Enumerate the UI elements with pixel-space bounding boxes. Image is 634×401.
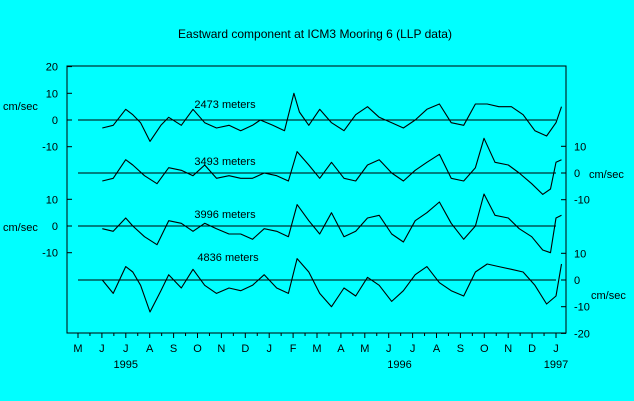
y-tick-label: -20 [574, 328, 590, 340]
year-label: 1997 [544, 359, 568, 371]
y-tick-label: 10 [46, 88, 58, 100]
series-line [102, 92, 563, 142]
series-label: 2473 meters [194, 99, 256, 111]
series-label: 4836 meters [197, 252, 259, 264]
x-tick-label: O [480, 343, 489, 355]
series-line [101, 258, 563, 313]
series-line [102, 193, 562, 254]
x-tick-label: J [410, 343, 416, 355]
x-tick-label: M [312, 343, 321, 355]
x-tick-label: D [241, 343, 249, 355]
unit-label: cm/sec [591, 290, 626, 302]
y-tick-label: 20 [46, 62, 58, 74]
x-tick-label: M [360, 343, 369, 355]
x-tick-label: N [504, 343, 512, 355]
y-tick-label: 10 [574, 141, 586, 153]
series-line [102, 137, 562, 195]
x-tick-label: M [73, 343, 82, 355]
y-tick-label: -10 [574, 302, 590, 314]
y-tick-label: 0 [574, 168, 580, 180]
series-label: 3493 meters [194, 156, 256, 168]
y-tick-label: 0 [574, 275, 580, 287]
chart-title: Eastward component at ICM3 Mooring 6 (LL… [178, 27, 452, 41]
year-label: 1995 [113, 359, 137, 371]
y-tick-label: -10 [42, 142, 58, 154]
x-tick-label: J [386, 343, 392, 355]
chart-layer: M J J A S O N D J F M A M J J A S O N D J 1995 1996 1997 20 10 0 -1… [3, 62, 626, 371]
y-tick-label: 10 [574, 248, 586, 260]
x-tick-label: O [193, 343, 202, 355]
x-tick-label: A [433, 343, 441, 355]
unit-label: cm/sec [3, 101, 38, 113]
x-tick-label: J [123, 343, 129, 355]
x-tick-label: A [146, 343, 154, 355]
x-tick-label: D [528, 343, 536, 355]
plot-frame [66, 65, 567, 334]
y-tick-label: 0 [52, 221, 58, 233]
x-tick-label: A [337, 343, 345, 355]
x-tick-label: F [290, 343, 297, 355]
series-label: 3996 meters [194, 209, 256, 221]
x-tick-label: J [553, 343, 559, 355]
x-tick-label: S [457, 343, 464, 355]
x-tick-label: J [266, 343, 272, 355]
x-tick-label: J [99, 343, 105, 355]
unit-label: cm/sec [3, 222, 38, 234]
y-tick-label: -10 [574, 195, 590, 207]
x-tick-label: N [217, 343, 225, 355]
y-tick-label: 10 [46, 194, 58, 206]
year-label: 1996 [387, 359, 411, 371]
y-tick-label: 0 [52, 115, 58, 127]
x-tick-label: S [170, 343, 177, 355]
y-tick-label: -10 [42, 248, 58, 260]
unit-label: cm/sec [589, 169, 624, 181]
